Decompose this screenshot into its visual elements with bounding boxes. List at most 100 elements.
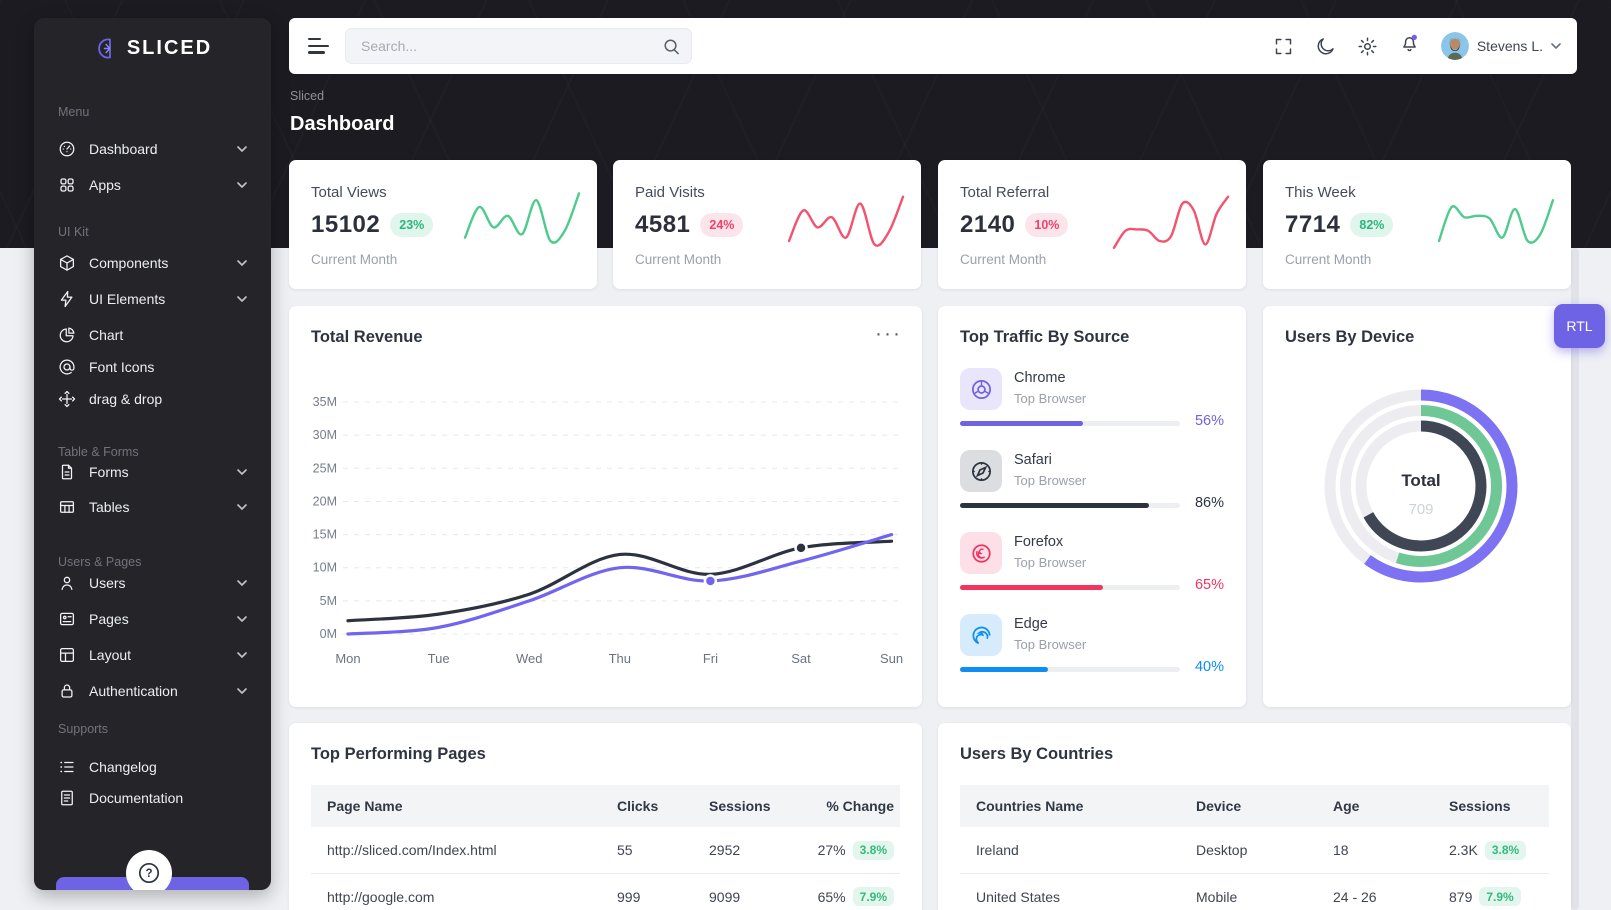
- traffic-sub: Top Browser: [1014, 391, 1087, 406]
- chevron-down-icon: [237, 260, 247, 266]
- traffic-by-source-card: Top Traffic By Source Chrome Top Browser…: [938, 306, 1246, 707]
- svg-text:10M: 10M: [313, 561, 337, 575]
- cell-sessions: 2.3K 3.8%: [1449, 827, 1527, 873]
- traffic-name: Safari: [1014, 452, 1052, 468]
- cell-sessions: 2952: [709, 842, 741, 858]
- search-icon[interactable]: [662, 37, 681, 56]
- traffic-sub: Top Browser: [1014, 555, 1087, 570]
- change-badge: 3.8%: [852, 840, 894, 860]
- dark-mode-moon-icon[interactable]: [1315, 36, 1336, 57]
- sidebar-item-dashboard[interactable]: Dashboard: [44, 131, 261, 167]
- stat-value: 2140: [960, 211, 1016, 238]
- sidebar-item-authentication[interactable]: Authentication: [44, 673, 261, 709]
- section-label-menu: Menu: [58, 105, 90, 119]
- column-header: Age: [1333, 798, 1360, 814]
- chevron-down-icon: [237, 688, 247, 694]
- sidebar-item-ui-elements[interactable]: UI Elements: [44, 281, 261, 317]
- chevron-down-icon: [237, 652, 247, 658]
- sidebar-item-forms[interactable]: Forms: [44, 454, 261, 490]
- sparkline-chart: [463, 192, 581, 244]
- fullscreen-icon[interactable]: [1273, 36, 1294, 57]
- sparkline-chart: [1437, 199, 1555, 244]
- sidebar-item-layout[interactable]: Layout: [44, 637, 261, 673]
- menu-toggle-icon[interactable]: [308, 38, 330, 54]
- stat-card-this-week: This Week 7714 82% Current Month: [1263, 160, 1571, 289]
- card-title: Users By Countries: [960, 745, 1114, 763]
- sidebar-item-pages[interactable]: Pages: [44, 601, 261, 637]
- table-header: Page Name Clicks Sessions % Change: [311, 785, 900, 827]
- sidebar-item-font-icons[interactable]: Font Icons: [44, 349, 261, 385]
- more-options-icon[interactable]: ···: [875, 322, 902, 345]
- rtl-toggle-button[interactable]: RTL: [1554, 304, 1605, 348]
- users-icon: [61, 576, 73, 591]
- progress-fill: [960, 585, 1103, 590]
- device-donut-chart: Total 709: [1324, 389, 1518, 583]
- user-name: Stevens L.: [1476, 38, 1543, 54]
- sidebar-item-drag-drop[interactable]: drag & drop: [44, 381, 261, 417]
- font-icons-icon: [59, 359, 75, 375]
- search-input[interactable]: [361, 29, 651, 63]
- stat-title: This Week: [1285, 184, 1356, 201]
- traffic-item-chrome: Chrome Top Browser 56%: [960, 368, 1224, 446]
- sidebar-item-users[interactable]: Users: [44, 565, 261, 601]
- card-title: Top Traffic By Source: [960, 328, 1130, 346]
- stat-badge: 24%: [700, 213, 744, 237]
- chevron-down-icon: [237, 580, 247, 586]
- notifications-bell-icon[interactable]: [1399, 33, 1420, 54]
- sidebar-item-documentation[interactable]: Documentation: [44, 780, 261, 816]
- stat-badge: 10%: [1025, 213, 1069, 237]
- help-button[interactable]: ?: [126, 850, 172, 890]
- column-header: Countries Name: [976, 798, 1084, 814]
- svg-text:15M: 15M: [313, 528, 337, 542]
- stat-title: Paid Visits: [635, 184, 705, 201]
- column-header: Page Name: [327, 798, 403, 814]
- cell-sessions: 9099: [709, 888, 741, 905]
- svg-text:Sun: Sun: [880, 651, 903, 666]
- layout-icon: [59, 647, 75, 663]
- sidebar-item-label: Chart: [89, 327, 124, 343]
- svg-text:Fri: Fri: [703, 651, 718, 666]
- app-logo[interactable]: SLICED: [34, 36, 271, 61]
- settings-gear-icon[interactable]: [1357, 36, 1378, 57]
- stat-badge: 23%: [390, 213, 434, 237]
- svg-text:25M: 25M: [313, 461, 337, 475]
- progress-track: [960, 421, 1180, 426]
- sidebar-item-label: Apps: [89, 177, 121, 193]
- section-label-ui-kit: UI Kit: [58, 225, 89, 239]
- scrollbar[interactable]: [1571, 248, 1579, 910]
- sidebar-item-components[interactable]: Components: [44, 245, 261, 281]
- cell-change: 65% 7.9%: [818, 874, 894, 910]
- cell-sessions: 879 7.9%: [1449, 874, 1521, 910]
- table-row: United States Mobile 24 - 26 879 7.9%: [960, 873, 1549, 910]
- stat-badge: 82%: [1350, 213, 1394, 237]
- stat-title: Total Views: [311, 184, 387, 201]
- total-revenue-card: Total Revenue ··· 0M 5M 10M 15M 20M 25M 30M 35M…: [289, 306, 922, 707]
- lock-icon: [61, 684, 73, 698]
- sidebar-item-changelog[interactable]: Changelog: [44, 749, 261, 785]
- stat-subtitle: Current Month: [635, 252, 722, 267]
- user-menu[interactable]: Stevens L.: [1440, 32, 1561, 60]
- svg-text:30M: 30M: [313, 428, 337, 442]
- table-header: Countries Name Device Age Sessions: [960, 785, 1549, 827]
- sidebar-item-chart[interactable]: Chart: [44, 317, 261, 353]
- apps-icon: [60, 178, 74, 192]
- logo-text: SLICED: [126, 37, 213, 59]
- topbar: Stevens L.: [289, 18, 1577, 74]
- chevron-down-icon: [237, 146, 247, 152]
- sidebar-item-tables[interactable]: Tables: [44, 489, 261, 525]
- card-title: Total Revenue: [311, 328, 423, 346]
- breadcrumb[interactable]: Sliced: [290, 89, 325, 103]
- stat-title: Total Referral: [960, 184, 1050, 201]
- traffic-name: Chrome: [1014, 370, 1066, 386]
- sidebar-item-apps[interactable]: Apps: [44, 167, 261, 203]
- stat-card-paid-visits: Paid Visits 4581 24% Current Month: [613, 160, 921, 289]
- traffic-item-safari: Safari Top Browser 86%: [960, 450, 1224, 528]
- traffic-name: Forefox: [1014, 534, 1064, 550]
- sidebar-item-label: Documentation: [89, 790, 184, 806]
- avatar: [1440, 32, 1469, 60]
- drag-drop-icon: [58, 390, 76, 408]
- traffic-percent: 56%: [1194, 413, 1224, 429]
- documentation-icon: [61, 790, 73, 806]
- cell-page-name: http://sliced.com/Index.html: [327, 842, 497, 858]
- svg-text:35M: 35M: [313, 395, 337, 409]
